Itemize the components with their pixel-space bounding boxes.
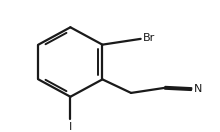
Text: Br: Br — [143, 33, 156, 43]
Text: I: I — [69, 122, 72, 132]
Text: N: N — [194, 84, 202, 94]
